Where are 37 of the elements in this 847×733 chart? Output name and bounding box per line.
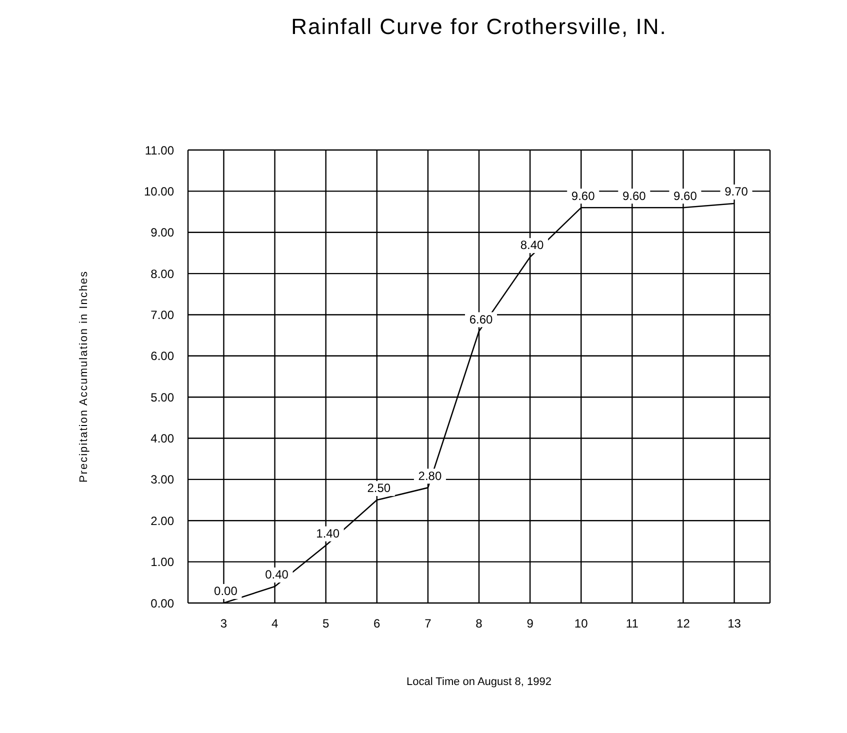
y-tick-label: 6.00 [150,349,174,364]
y-tick-label: 3.00 [150,472,174,487]
y-tick-label: 7.00 [150,308,174,322]
data-label: 9.70 [724,184,748,199]
data-label: 0.00 [214,584,238,598]
y-tick-label: 10.00 [144,184,174,198]
x-tick-label: 6 [374,616,381,631]
y-axis-title: Precipitation Accumulation in Inches [78,270,90,483]
x-tick-label: 5 [322,616,330,631]
y-tick-label: 0.00 [150,596,174,610]
data-label: 0.40 [265,568,289,582]
data-label: 9.60 [674,188,698,203]
x-tick-label: 10 [574,616,588,631]
data-label: 8.40 [520,238,544,252]
data-label: 2.50 [367,481,391,496]
y-tick-label: 4.00 [150,432,174,446]
x-tick-label: 12 [676,616,690,631]
data-label: 1.40 [316,526,340,541]
y-tick-label: 11.00 [144,143,174,158]
y-tick-label: 8.00 [150,266,174,281]
data-label: 9.60 [571,188,596,203]
x-axis-title: Local Time on August 8, 1992 [406,676,552,688]
y-tick-label: 2.00 [150,514,174,528]
y-tick-label: 9.00 [150,226,174,240]
y-tick-label: 5.00 [150,390,174,404]
chart-title: Rainfall Curve for Crothersville, IN. [290,14,668,40]
x-tick-label: 8 [476,616,483,631]
x-tick-label: 7 [424,616,432,631]
x-tick-label: 3 [220,616,228,631]
x-tick-label: 11 [626,616,639,631]
x-tick-label: 13 [728,616,742,631]
y-tick-label: 1.00 [150,555,174,570]
data-label: 6.60 [469,312,493,326]
data-label: 2.80 [418,468,442,483]
x-tick-label: 4 [271,616,278,631]
data-label: 9.60 [622,188,646,203]
x-tick-label: 9 [526,616,534,631]
